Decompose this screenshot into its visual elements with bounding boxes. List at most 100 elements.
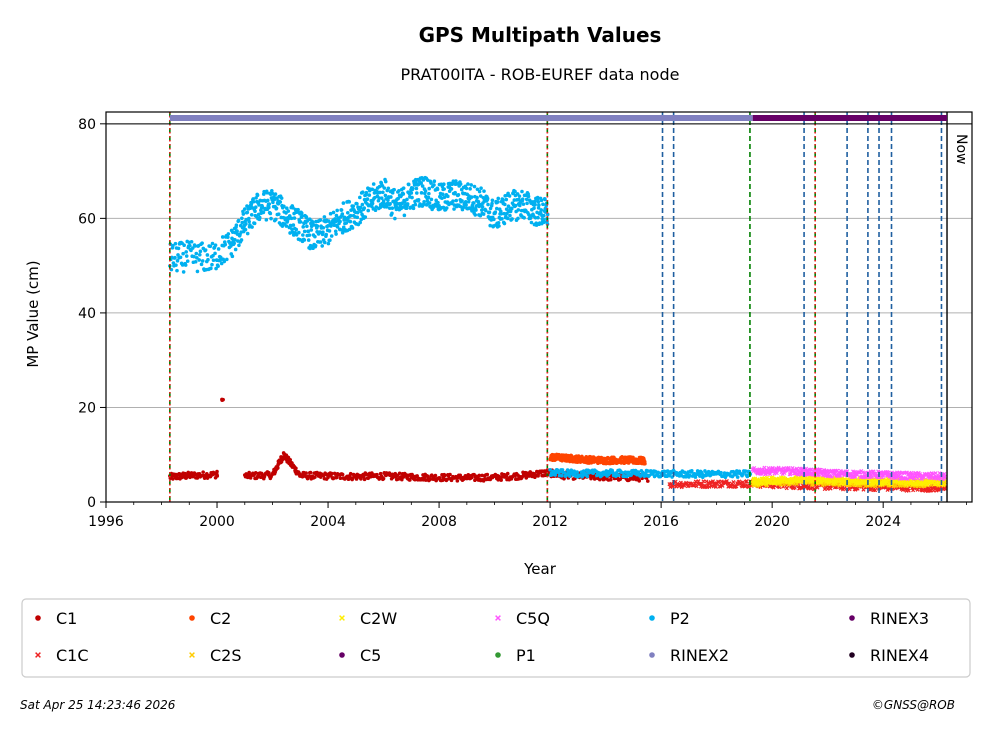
point-p2	[543, 210, 548, 214]
point-p2	[419, 181, 423, 185]
point-p2	[181, 251, 185, 256]
legend-entry-c2: C2	[189, 609, 231, 628]
point-c1	[359, 477, 363, 481]
point-c1	[433, 473, 438, 478]
y-tick-label: 80	[78, 117, 96, 133]
point-p2	[198, 249, 203, 254]
point-p2	[454, 198, 459, 203]
point-p2	[184, 250, 189, 254]
point-p2	[468, 187, 472, 191]
point-p2	[437, 204, 441, 208]
point-p2	[301, 233, 305, 237]
point-p2	[315, 224, 320, 228]
point-p2	[193, 259, 198, 264]
point-p2	[233, 238, 237, 242]
point-p2	[382, 186, 387, 190]
point-c1	[362, 477, 367, 482]
point-p2	[362, 206, 367, 210]
point-p2	[499, 212, 503, 216]
point-p2	[216, 247, 221, 251]
event-lines	[169, 112, 948, 502]
x-tick-label: 1996	[88, 514, 124, 530]
point-p2	[693, 475, 698, 479]
point-p2	[355, 210, 360, 215]
point-p2	[192, 254, 196, 259]
point-p2	[559, 473, 564, 478]
point-p2	[251, 197, 255, 201]
x-tick-label: 2008	[421, 514, 457, 530]
point-p2	[308, 246, 312, 251]
legend-label: C5Q	[516, 609, 550, 628]
point-p2	[291, 205, 295, 210]
point-p2	[516, 208, 521, 212]
point-p2	[174, 263, 178, 267]
x-tick-label: 2004	[310, 514, 346, 530]
point-p2	[510, 217, 514, 221]
legend-label: RINEX4	[870, 646, 929, 665]
point-c1	[466, 473, 471, 477]
point-p2	[449, 187, 454, 191]
point-c1c	[731, 480, 736, 485]
chart-subtitle: PRAT00ITA - ROB-EUREF data node	[401, 65, 680, 84]
point-p2	[462, 205, 466, 210]
point-c1c	[847, 487, 852, 492]
point-p2	[190, 246, 195, 250]
point-p2	[475, 187, 480, 192]
point-p2	[237, 243, 241, 248]
point-c1	[424, 478, 428, 482]
point-p2	[282, 204, 286, 209]
point-p2	[575, 470, 579, 474]
point-p2	[225, 257, 229, 262]
point-p2	[496, 200, 500, 204]
point-p2	[636, 470, 641, 474]
point-c1	[308, 470, 313, 475]
point-p2	[188, 243, 192, 248]
point-p2	[522, 215, 526, 220]
point-p2	[294, 227, 299, 232]
point-p2	[245, 210, 250, 215]
point-p2	[458, 182, 463, 186]
point-c1c	[720, 483, 725, 488]
point-p2	[214, 266, 218, 271]
point-p2	[377, 196, 381, 200]
point-p2	[278, 200, 283, 204]
point-p2	[299, 211, 304, 215]
point-p2	[229, 244, 233, 248]
point-c2w	[941, 482, 946, 487]
point-p2	[197, 252, 202, 257]
point-p2	[479, 186, 483, 191]
point-p2	[473, 213, 478, 217]
point-p2	[329, 224, 333, 228]
point-p2	[516, 216, 520, 221]
point-p2	[377, 184, 382, 189]
legend-entry-c2s: C2S	[189, 646, 242, 665]
point-p2	[355, 201, 359, 206]
point-c1	[220, 397, 224, 402]
point-p2	[274, 206, 279, 211]
point-c1c	[744, 479, 749, 484]
point-c1	[215, 474, 220, 478]
point-p2	[173, 241, 178, 246]
point-p2	[296, 207, 300, 212]
point-p2	[321, 230, 325, 234]
point-p2	[505, 216, 510, 221]
point-c1	[329, 471, 334, 476]
point-p2	[247, 219, 251, 224]
point-c1	[267, 470, 271, 475]
point-p2	[359, 209, 363, 214]
point-p2	[276, 212, 281, 216]
legend-label: C2S	[210, 646, 242, 665]
series-c1	[168, 397, 650, 483]
point-p2	[472, 184, 477, 189]
x-tick-label: 2016	[643, 514, 679, 530]
point-c1	[381, 476, 386, 481]
point-p2	[390, 206, 395, 210]
point-p2	[245, 231, 250, 236]
point-p2	[466, 199, 471, 204]
point-p2	[345, 210, 350, 215]
point-p2	[420, 184, 425, 188]
legend-label: C2	[210, 609, 231, 628]
point-c5q	[942, 476, 947, 481]
point-p2	[435, 187, 440, 192]
point-p2	[508, 213, 512, 218]
